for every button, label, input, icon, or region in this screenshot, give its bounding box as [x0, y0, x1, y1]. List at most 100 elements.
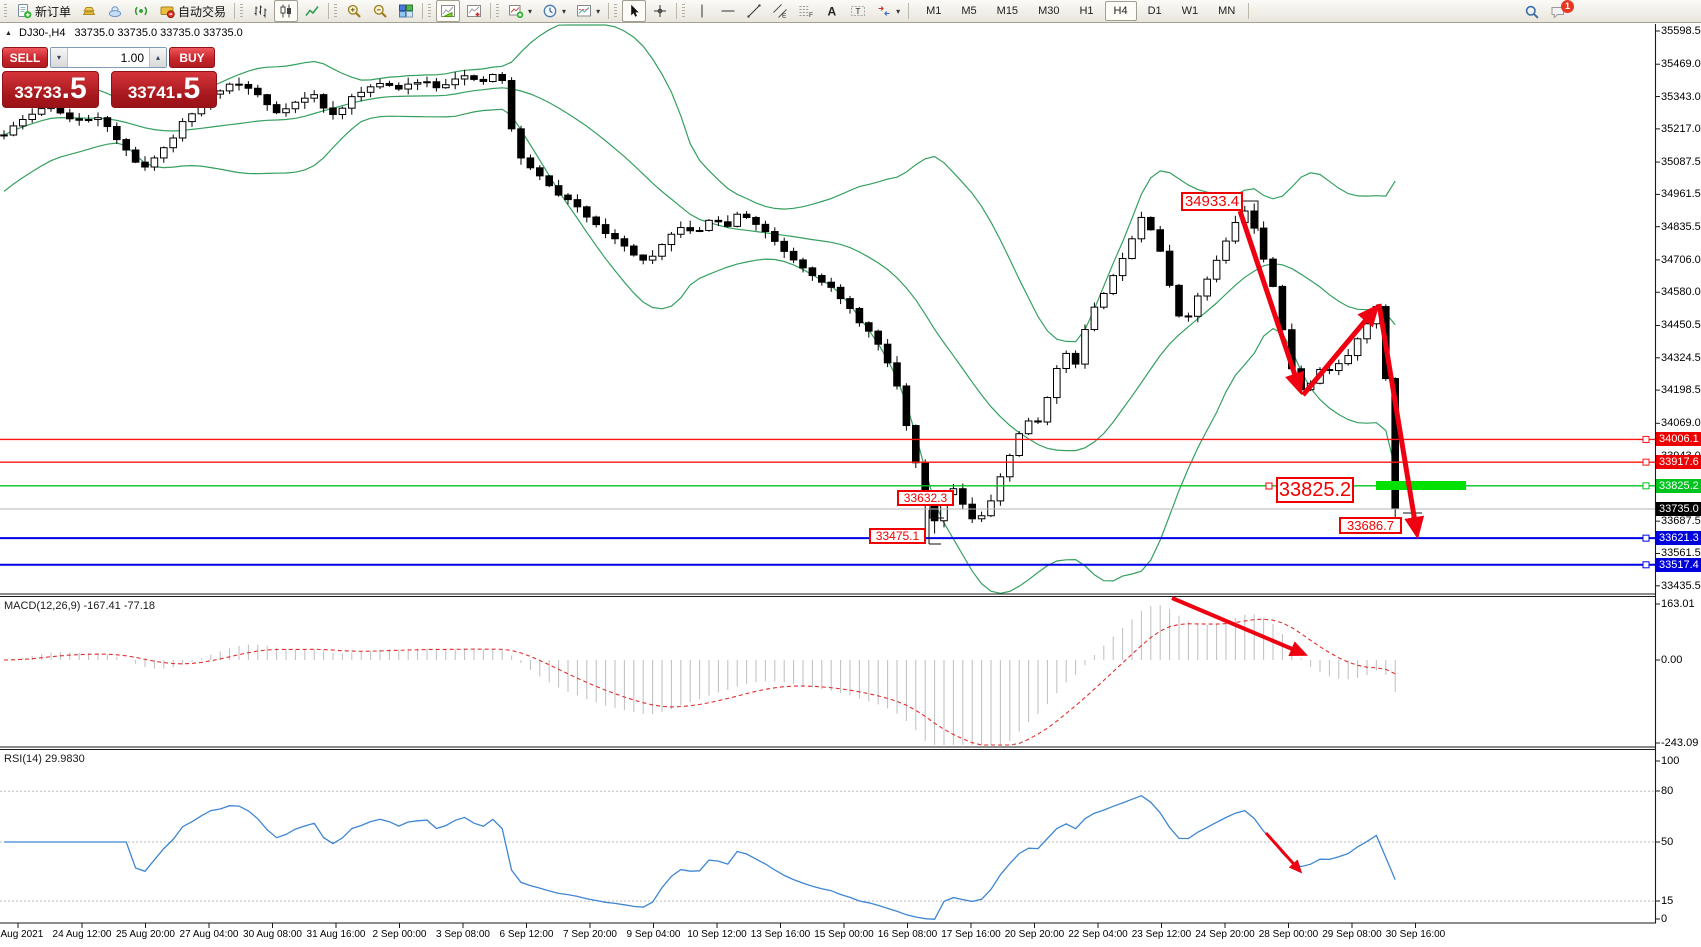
line-handle[interactable] [1642, 534, 1650, 542]
label-handle[interactable] [1265, 482, 1273, 490]
cursor-button[interactable] [622, 0, 647, 22]
toolbar-drag-handle [496, 4, 500, 18]
profile-red-button[interactable] [462, 0, 486, 22]
volume-input[interactable] [68, 48, 149, 67]
sell-price-display[interactable]: 33733 .5 [2, 71, 99, 108]
new-order-button[interactable]: 新订单 [12, 0, 75, 22]
price-annotation-label[interactable]: 34933.4 [1181, 192, 1243, 211]
channel-button[interactable]: E [768, 0, 792, 22]
green-highlight-bar[interactable] [1376, 481, 1466, 490]
price-annotation-label[interactable]: 33632.3 [897, 490, 954, 506]
hline-icon [720, 3, 736, 19]
text-a-icon: A [824, 3, 840, 19]
price-annotation-label[interactable]: 33825.2 [1276, 477, 1354, 503]
time-axis-label: 30 Sep 16:00 [1385, 929, 1446, 940]
notifications-button[interactable]: 1 [1546, 0, 1574, 23]
tline-button[interactable] [742, 0, 766, 22]
toolbar-right-group: 1 [1519, 0, 1574, 23]
svg-text:A: A [828, 5, 837, 19]
clock-button[interactable]: ▾ [538, 0, 570, 22]
fibo-button[interactable]: F [794, 0, 818, 22]
buy-button[interactable]: BUY [169, 47, 215, 68]
cloud-button[interactable] [103, 0, 127, 22]
bars-chart-button[interactable] [248, 0, 272, 22]
toolbar-drag-handle [614, 4, 618, 18]
timeframe-w1-button[interactable]: W1 [1181, 5, 1199, 17]
zoom-out-button[interactable] [368, 0, 392, 22]
volume-decrease-button[interactable]: ▾ [51, 48, 68, 67]
sell-button[interactable]: SELL [2, 47, 48, 68]
time-axis-label: 25 Aug 20:00 [116, 929, 175, 940]
vline-icon [694, 3, 710, 19]
timeframe-mn-button[interactable]: MN [1218, 5, 1236, 17]
rsi-indicator-label: RSI(14) 29.9830 [4, 753, 85, 765]
signal-button[interactable] [129, 0, 153, 22]
cursor-icon [626, 3, 642, 19]
timeframe-m30-button[interactable]: M30 [1038, 5, 1060, 17]
time-axis-label: 24 Aug 12:00 [52, 929, 112, 940]
price-badge: 33621.3 [1656, 531, 1701, 546]
price-annotation-label[interactable]: 33686.7 [1339, 517, 1402, 534]
timeframe-h4-button[interactable]: H4 [1104, 1, 1137, 21]
crosshair-button[interactable] [648, 0, 672, 22]
profile-green-button[interactable] [436, 0, 461, 22]
channel-icon: E [772, 3, 788, 19]
drawing-objects[interactable] [928, 200, 1466, 874]
rsi-axis-tick: 0 [1661, 913, 1668, 925]
svg-text:F: F [809, 12, 813, 19]
sell-price-main: 33733 [14, 83, 62, 102]
time-axis-label: 3 Aug 2021 [0, 929, 44, 940]
time-axis-label: 24 Sep 20:00 [1195, 929, 1255, 940]
horizontal-level-lines[interactable] [0, 435, 1655, 569]
candles-chart-button[interactable] [274, 0, 299, 22]
label-t-button[interactable]: T [846, 0, 870, 22]
time-axis-label: 16 Sep 08:00 [877, 929, 938, 940]
price-axis-tick: 34835.5 [1661, 220, 1701, 233]
buy-price-display[interactable]: 33741 .5 [111, 71, 217, 108]
tiled-button[interactable] [394, 0, 418, 22]
auto-trade-label: 自动交易 [178, 4, 227, 19]
timeframe-m1-button[interactable]: M1 [926, 5, 942, 17]
bollinger-bands [3, 24, 1396, 594]
zoom-in-button[interactable] [342, 0, 366, 22]
toolbar-separator [490, 3, 492, 19]
vline-button[interactable] [690, 0, 714, 22]
gold-button[interactable] [77, 0, 101, 22]
auto-trade-button[interactable]: 自动交易 [155, 0, 230, 22]
timeframe-m15-button[interactable]: M15 [996, 5, 1019, 17]
time-axis-label: 31 Aug 16:00 [306, 929, 366, 940]
trend-arrow[interactable] [1264, 831, 1303, 874]
trend-arrow[interactable] [1376, 303, 1425, 540]
line-handle[interactable] [1642, 435, 1650, 443]
timeframe-m5-button[interactable]: M5 [961, 5, 977, 17]
price-annotation-label[interactable]: 33475.1 [869, 528, 926, 544]
zoom-out-icon [372, 3, 388, 19]
trend-arrow[interactable] [1237, 210, 1305, 396]
line-chart-icon [304, 3, 320, 19]
arrows-tool-button[interactable]: ▾ [872, 0, 904, 22]
timeframe-d1-button[interactable]: D1 [1147, 5, 1162, 17]
sell-price-fraction: .5 [61, 72, 87, 105]
search-button[interactable] [1520, 1, 1544, 23]
template-button[interactable]: ▾ [572, 0, 604, 22]
trend-arrow[interactable] [1301, 303, 1380, 397]
collapse-triangle-icon[interactable]: ▲ [5, 30, 12, 37]
line-chart-button[interactable] [300, 0, 324, 22]
timeframe-h1-button[interactable]: H1 [1079, 5, 1094, 17]
trend-arrow[interactable] [1171, 596, 1309, 657]
svg-text:T: T [856, 7, 861, 16]
bars-chart-icon [252, 3, 268, 19]
volume-increase-button[interactable]: ▴ [149, 48, 166, 67]
chart-title: ▲ DJ30-,H4 33735.0 33735.0 33735.0 33735… [5, 27, 243, 39]
line-handle[interactable] [1642, 458, 1650, 466]
new-chart-button[interactable]: ▾ [504, 0, 536, 22]
text-a-button[interactable]: A [820, 0, 844, 22]
toolbar-separator [422, 3, 424, 19]
profile-green-icon [440, 3, 456, 19]
hline-button[interactable] [716, 0, 740, 22]
line-handle[interactable] [1642, 561, 1650, 569]
line-handle[interactable] [1642, 482, 1650, 490]
time-axis-label: 7 Sep 20:00 [563, 929, 617, 940]
